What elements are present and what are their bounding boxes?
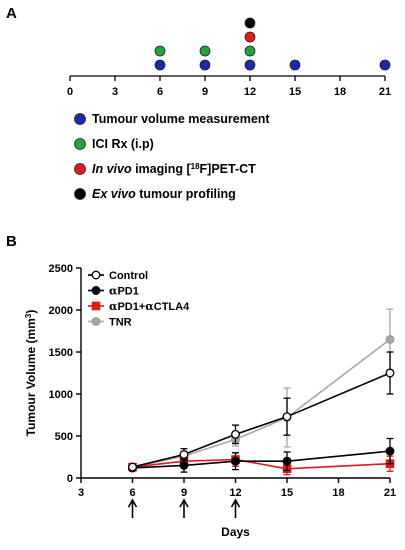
series-line: [132, 338, 391, 468]
timeline-tick-label: 0: [67, 86, 73, 98]
timeline-dot-tumour-volume-measurement: [244, 59, 256, 71]
data-point: [231, 456, 240, 466]
timeline-dot-ex-vivo-tumour-profiling: [244, 17, 256, 29]
data-point: [282, 456, 292, 466]
legend-series-label: αPD1: [109, 285, 139, 298]
timeline-dot-tumour-volume-measurement: [154, 59, 166, 71]
legend-entry-label: Ex vivo tumour profiling: [92, 187, 236, 201]
series-3: [128, 308, 395, 472]
x-tick-label: 3: [78, 487, 84, 499]
y-tick-label: 0: [67, 473, 73, 485]
legend-marker: [91, 286, 101, 295]
legend-entry-label: ICI Rx (i.p): [92, 137, 154, 151]
y-tick-label: 1000: [49, 389, 73, 401]
timeline-dot-ici-rx-i-p: [199, 45, 211, 57]
legend-series-label: αPD1+αCTLA4: [109, 300, 190, 313]
timeline-legend: Tumour volume measurement ICI Rx (i.p) In …: [74, 112, 270, 201]
legend-dot: [74, 163, 86, 175]
treatment-arrow: [179, 498, 189, 518]
legend-series-label: TNR: [109, 317, 132, 329]
series-2: [128, 452, 395, 476]
legend-entry-label: In vivo imaging [18F]PET-CT: [92, 162, 256, 177]
timeline-panel: 0 3 6 9 12 15 18 21: [67, 17, 391, 98]
chart-legend: Control αPD1 αPD1+αCTLA4 TNR: [88, 270, 190, 329]
data-point: [231, 429, 240, 439]
timeline-tick-label: 3: [112, 86, 118, 98]
timeline-tick-label: 18: [334, 86, 346, 98]
legend-dot: [74, 188, 86, 200]
legend-marker: [91, 301, 101, 311]
timeline-dot-ici-rx-i-p: [244, 45, 256, 57]
panel-a-label: A: [6, 5, 17, 22]
data-point: [385, 334, 395, 344]
treatment-arrow: [127, 498, 138, 518]
timeline-dot-ici-rx-i-p: [154, 45, 166, 57]
y-axis-title: Tumour Volume (mm3): [24, 310, 39, 437]
treatment-arrow: [230, 498, 241, 518]
tumour-volume-chart: 0 500 1000 1500 2000 2500 3 6 9 12 15 18 21 Tumour Vo…: [24, 263, 397, 539]
legend-series-label: Control: [109, 270, 148, 282]
timeline-dot-in-vivo-imaging-18f-pet-ct: [244, 31, 256, 43]
timeline-dot-tumour-volume-measurement: [199, 59, 211, 71]
x-tick-label: 21: [384, 487, 396, 499]
timeline-tick-label: 21: [379, 86, 391, 98]
data-point: [385, 368, 395, 378]
timeline-dot-tumour-volume-measurement: [379, 59, 391, 71]
y-tick-label: 2000: [49, 305, 73, 317]
timeline-dot-tumour-volume-measurement: [289, 59, 301, 71]
legend-dot: [74, 113, 86, 125]
timeline-tick-label: 9: [202, 86, 208, 98]
legend-marker: [91, 270, 101, 280]
y-tick-label: 500: [55, 431, 73, 443]
y-tick-label: 1500: [49, 347, 73, 359]
series-0: [128, 351, 395, 472]
series-line: [132, 372, 391, 468]
timeline-tick-label: 12: [244, 86, 256, 98]
data-point: [179, 460, 189, 470]
x-tick-label: 18: [332, 487, 344, 499]
data-point: [385, 446, 395, 456]
series-1: [128, 437, 395, 473]
data-point: [282, 412, 292, 422]
timeline-tick-label: 6: [157, 86, 163, 98]
data-point: [128, 462, 137, 472]
x-tick-label: 12: [229, 487, 241, 499]
panel-b-label: B: [6, 233, 17, 250]
x-tick-label: 15: [281, 487, 293, 499]
legend-entry-label: Tumour volume measurement: [92, 112, 270, 126]
legend-marker: [91, 317, 101, 326]
x-tick-label: 6: [129, 487, 135, 499]
x-axis-title: Days: [221, 525, 250, 539]
timeline-tick-label: 15: [289, 86, 301, 98]
legend-dot: [74, 138, 86, 150]
x-tick-label: 9: [181, 487, 187, 499]
y-tick-label: 2500: [49, 263, 73, 275]
data-point: [179, 450, 189, 459]
